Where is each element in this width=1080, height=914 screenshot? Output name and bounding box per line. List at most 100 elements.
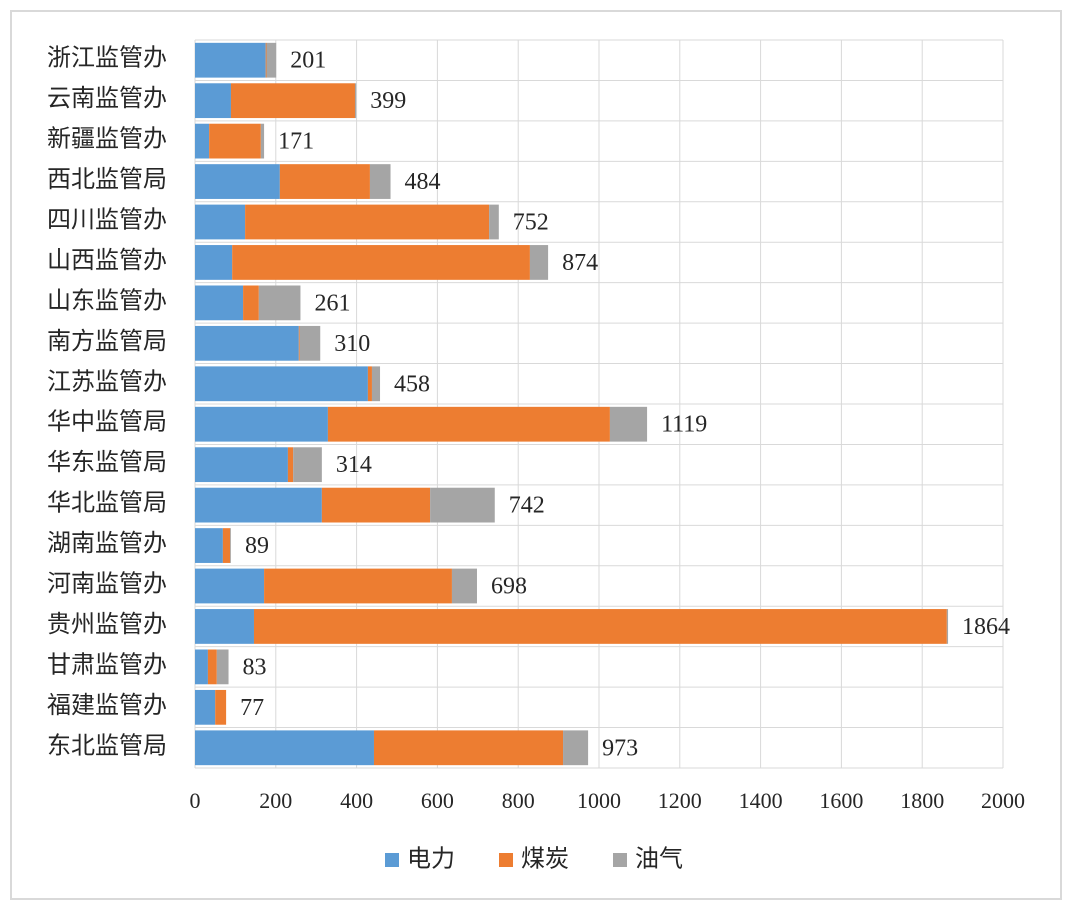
bar-segment — [195, 204, 246, 240]
bar-segment — [243, 285, 259, 321]
x-tick-label: 1400 — [739, 788, 783, 813]
bar-segment — [354, 83, 357, 119]
bar-segment — [216, 649, 229, 685]
chart-frame — [10, 10, 1062, 900]
y-tick-label: 贵州监管办 — [47, 611, 167, 638]
bar-segment — [195, 568, 265, 604]
bar-segment — [195, 689, 216, 725]
bar-segment — [195, 245, 233, 280]
bar-segment — [258, 285, 301, 321]
bar-segment — [371, 366, 381, 402]
y-tick-label: 南方监管局 — [47, 328, 167, 355]
y-tick-label: 西北监管局 — [47, 166, 167, 193]
y-tick-label: 华东监管局 — [47, 449, 167, 476]
legend-label: 油气 — [635, 846, 683, 873]
bar-segment — [195, 609, 254, 644]
bar-segment — [260, 123, 265, 159]
bar-segment — [195, 325, 299, 361]
bar-segment — [563, 730, 589, 766]
bar-segment — [195, 447, 288, 483]
total-label: 261 — [314, 290, 350, 316]
bar-segment — [195, 123, 210, 159]
bar-segment — [207, 649, 217, 685]
legend-swatch — [613, 853, 627, 867]
bar-segment — [298, 325, 300, 361]
bar-segment — [299, 325, 321, 361]
grid — [194, 39, 1004, 769]
bar-segment — [451, 568, 477, 604]
bar-segment — [222, 528, 231, 563]
total-label: 310 — [334, 331, 370, 357]
bar-segment — [195, 528, 223, 563]
x-tick-label: 1600 — [819, 788, 863, 813]
y-tick-label: 湖南监管办 — [47, 530, 167, 557]
bar-segment — [195, 730, 374, 766]
bar-segment — [230, 528, 231, 563]
total-label: 698 — [491, 574, 527, 600]
bar-segment — [230, 83, 355, 119]
bar-segment — [293, 447, 322, 483]
bar-segment — [195, 164, 280, 199]
total-label: 973 — [602, 735, 638, 761]
x-tick-label: 0 — [190, 788, 201, 813]
bar-segment — [209, 123, 261, 159]
bar-segment — [369, 164, 391, 199]
y-tick-label: 山西监管办 — [47, 247, 167, 274]
total-label: 89 — [245, 533, 269, 559]
bar-segment — [195, 366, 368, 402]
total-label: 742 — [509, 493, 545, 519]
bar-segment — [245, 204, 490, 240]
x-tick-label: 400 — [340, 788, 373, 813]
bar-segment — [430, 487, 495, 523]
total-label: 399 — [370, 88, 406, 114]
bar-segment — [279, 164, 370, 199]
y-tick-label: 河南监管办 — [47, 571, 167, 598]
x-tick-label: 200 — [259, 788, 292, 813]
total-label: 458 — [394, 371, 430, 397]
bar-segment — [195, 649, 208, 685]
y-tick-label: 福建监管办 — [47, 692, 167, 719]
x-tick-label: 1000 — [577, 788, 621, 813]
bar-segment — [327, 406, 610, 442]
bar-segment — [367, 366, 372, 402]
bar-segment — [489, 204, 499, 240]
legend-swatch — [499, 853, 513, 867]
bar-segment — [609, 406, 648, 442]
y-tick-label: 华中监管局 — [47, 409, 167, 436]
bar-segment — [373, 730, 564, 766]
y-tick-label: 甘肃监管办 — [47, 651, 167, 678]
legend-label: 煤炭 — [521, 846, 569, 873]
bar-segment — [195, 285, 244, 321]
bar-segment — [253, 609, 947, 644]
y-tick-label: 浙江监管办 — [47, 45, 167, 72]
bar-segment — [946, 609, 949, 644]
y-tick-label: 山东监管办 — [47, 287, 167, 314]
x-tick-label: 1800 — [900, 788, 944, 813]
y-tick-label: 江苏监管办 — [47, 368, 167, 395]
legend-label: 电力 — [407, 846, 455, 873]
labels: 0 200 400 600 800 1000 1200 1400 1600 1800 2000 浙江监… — [47, 45, 1025, 873]
y-tick-label: 东北监管局 — [47, 732, 167, 759]
bar-segment — [529, 245, 549, 280]
y-tick-label: 华北监管局 — [47, 490, 167, 517]
bar-segment — [215, 689, 227, 725]
total-label: 171 — [278, 129, 314, 155]
total-label: 83 — [243, 654, 267, 680]
bars — [195, 42, 949, 766]
bar-segment — [195, 42, 266, 78]
bar-segment — [287, 447, 294, 483]
y-tick-label: 云南监管办 — [47, 85, 167, 112]
total-label: 314 — [336, 452, 372, 478]
total-label: 201 — [290, 48, 326, 74]
bar-segment — [195, 406, 328, 442]
total-label: 874 — [562, 250, 598, 276]
total-label: 1864 — [962, 614, 1010, 640]
total-label: 77 — [240, 695, 264, 721]
bar-segment — [195, 83, 231, 119]
y-tick-label: 新疆监管办 — [47, 126, 167, 153]
y-tick-label: 四川监管办 — [47, 207, 167, 234]
x-tick-label: 600 — [421, 788, 454, 813]
bar-segment — [321, 487, 431, 523]
x-tick-label: 1200 — [658, 788, 702, 813]
